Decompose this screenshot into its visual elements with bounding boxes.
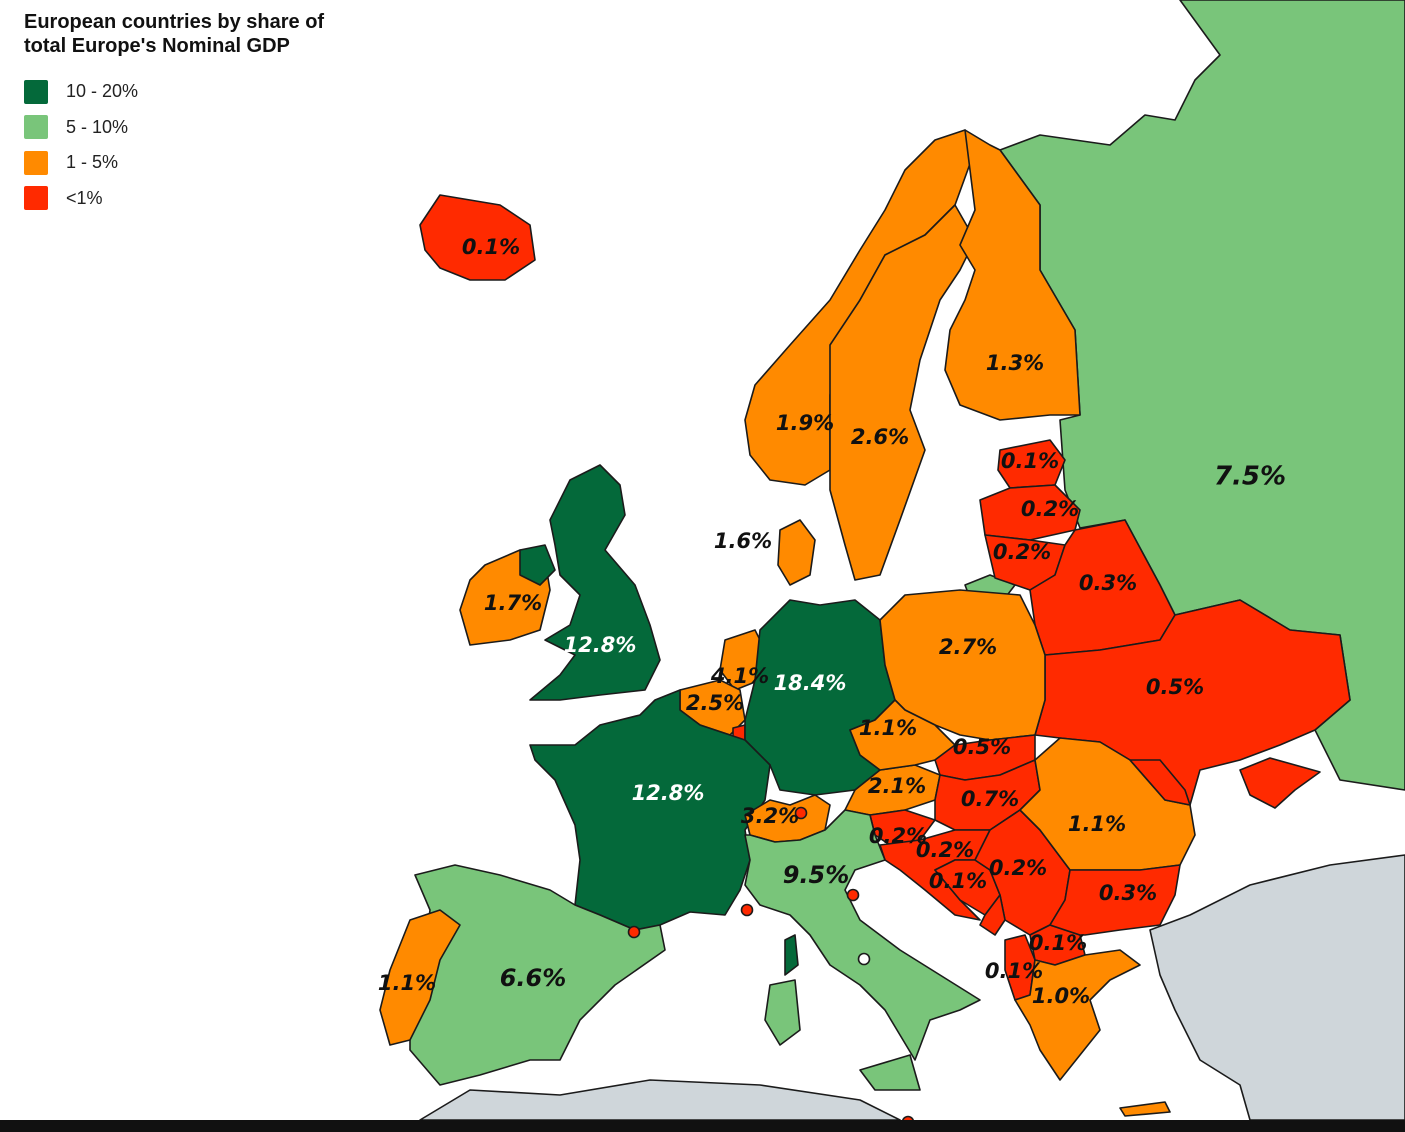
label-poland: 2.7% <box>939 635 997 659</box>
legend-item-10-20: 10 - 20% <box>24 74 364 110</box>
liechtenstein-dot[interactable] <box>794 806 808 820</box>
vatican-dot[interactable] <box>857 952 871 966</box>
country-united-kingdom-ni[interactable] <box>519 544 556 586</box>
label-united-kingdom: 12.8% <box>564 633 637 657</box>
label-slovenia: 0.2% <box>869 824 927 848</box>
label-serbia: 0.2% <box>989 856 1047 880</box>
label-croatia: 0.2% <box>916 838 974 862</box>
legend-label: <1% <box>66 187 103 208</box>
legend-label: 1 - 5% <box>66 152 119 173</box>
legend-list: 10 - 20% 5 - 10% 1 - 5% <1% <box>24 74 364 216</box>
label-russia: 7.5% <box>1214 462 1286 492</box>
legend-label: 5 - 10% <box>66 116 129 137</box>
label-hungary: 0.7% <box>961 787 1019 811</box>
monaco-dot[interactable] <box>740 903 754 917</box>
turkey-area <box>1149 854 1405 1121</box>
legend-item-5-10: 5 - 10% <box>24 110 364 146</box>
label-norway: 1.9% <box>776 411 834 435</box>
label-france: 12.8% <box>632 781 705 805</box>
label-iceland: 0.1% <box>462 235 520 259</box>
label-bulgaria: 0.3% <box>1099 881 1157 905</box>
label-italy: 9.5% <box>783 861 850 889</box>
france-corsica[interactable] <box>784 934 799 976</box>
greece-crete[interactable] <box>1119 1101 1171 1117</box>
country-france[interactable] <box>529 689 771 931</box>
map-title: European countries by share of total Eur… <box>24 11 325 57</box>
andorra-dot[interactable] <box>627 925 641 939</box>
country-moldova[interactable] <box>1129 759 1191 806</box>
label-netherlands: 4.1% <box>710 664 769 688</box>
label-spain: 6.6% <box>500 964 567 992</box>
label-austria: 2.1% <box>868 774 926 798</box>
label-romania: 1.1% <box>1068 812 1126 836</box>
legend-swatch <box>24 186 48 211</box>
north-africa-area <box>419 1079 901 1121</box>
label-czechia: 1.1% <box>859 716 917 740</box>
legend-swatch <box>24 79 48 104</box>
label-estonia: 0.1% <box>1001 449 1059 473</box>
label-north-macedonia: 0.1% <box>1029 931 1087 955</box>
label-belarus: 0.3% <box>1079 571 1137 595</box>
legend-swatch <box>24 115 48 140</box>
legend-item-1-5: 1 - 5% <box>24 145 364 181</box>
label-bosnia: 0.1% <box>929 869 987 893</box>
legend-swatch <box>24 150 48 175</box>
country-denmark[interactable] <box>777 519 816 586</box>
label-sweden: 2.6% <box>851 425 909 449</box>
label-ireland: 1.7% <box>484 591 542 615</box>
label-slovakia: 0.5% <box>953 735 1011 759</box>
legend: European countries by share of total Eur… <box>24 10 364 216</box>
label-latvia: 0.2% <box>1021 497 1079 521</box>
label-portugal: 1.1% <box>378 971 436 995</box>
bottom-border-bar <box>0 1120 1405 1132</box>
label-ukraine: 0.5% <box>1146 675 1204 699</box>
label-finland: 1.3% <box>986 351 1044 375</box>
country-bulgaria[interactable] <box>1049 864 1181 936</box>
label-greece: 1.0% <box>1032 984 1090 1008</box>
label-belgium: 2.5% <box>686 691 744 715</box>
italy-sardinia[interactable] <box>764 979 801 1046</box>
country-united-kingdom[interactable] <box>529 464 661 701</box>
legend-label: 10 - 20% <box>66 81 139 102</box>
crimea[interactable] <box>1239 757 1321 809</box>
legend-item-lt1: <1% <box>24 181 364 217</box>
san-marino-dot[interactable] <box>846 888 860 902</box>
country-finland[interactable] <box>944 129 1081 421</box>
country-iceland[interactable] <box>419 194 536 281</box>
label-albania: 0.1% <box>985 959 1043 983</box>
country-italy[interactable] <box>744 809 981 1061</box>
label-switzerland: 3.2% <box>741 804 799 828</box>
country-romania[interactable] <box>1019 737 1196 871</box>
label-denmark: 1.6% <box>714 529 772 553</box>
label-lithuania: 0.2% <box>993 540 1051 564</box>
label-germany: 18.4% <box>774 671 847 695</box>
country-sweden[interactable] <box>829 204 976 581</box>
italy-sicily[interactable] <box>859 1054 921 1091</box>
country-greece[interactable] <box>1014 949 1141 1081</box>
country-portugal[interactable] <box>379 909 461 1046</box>
country-montenegro[interactable] <box>979 894 1006 936</box>
